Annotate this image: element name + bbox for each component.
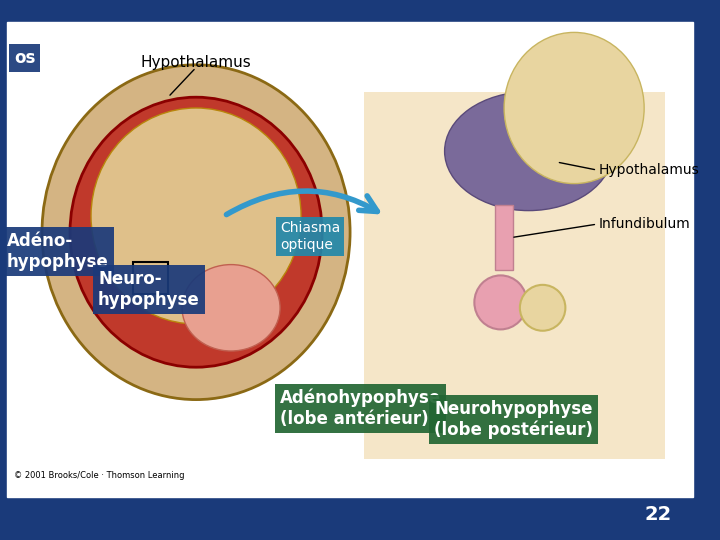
Ellipse shape (445, 92, 613, 211)
Text: Neuro-
hypophyse: Neuro- hypophyse (98, 270, 199, 309)
Ellipse shape (474, 275, 527, 329)
Text: Infundibulum: Infundibulum (598, 217, 690, 231)
Text: Adénohypophyse
(lobe antérieur): Adénohypophyse (lobe antérieur) (280, 389, 441, 428)
Text: Neurohypophyse
(lobe postérieur): Neurohypophyse (lobe postérieur) (434, 400, 593, 439)
Text: 22: 22 (645, 505, 672, 524)
FancyBboxPatch shape (7, 22, 693, 497)
FancyBboxPatch shape (364, 92, 665, 459)
Text: Chiasma
optique: Chiasma optique (280, 221, 341, 252)
Text: © 2001 Brooks/Cole · Thomson Learning: © 2001 Brooks/Cole · Thomson Learning (14, 471, 184, 480)
Ellipse shape (70, 97, 322, 367)
Ellipse shape (504, 32, 644, 184)
Text: os: os (14, 49, 35, 66)
Ellipse shape (42, 65, 350, 400)
Text: Adéno-
hypophyse: Adéno- hypophyse (7, 232, 109, 271)
Ellipse shape (182, 265, 280, 351)
Text: Hypothalamus: Hypothalamus (598, 163, 699, 177)
FancyArrow shape (495, 205, 513, 270)
Text: Hypothalamus: Hypothalamus (140, 55, 251, 70)
Ellipse shape (520, 285, 565, 330)
Ellipse shape (91, 108, 301, 324)
